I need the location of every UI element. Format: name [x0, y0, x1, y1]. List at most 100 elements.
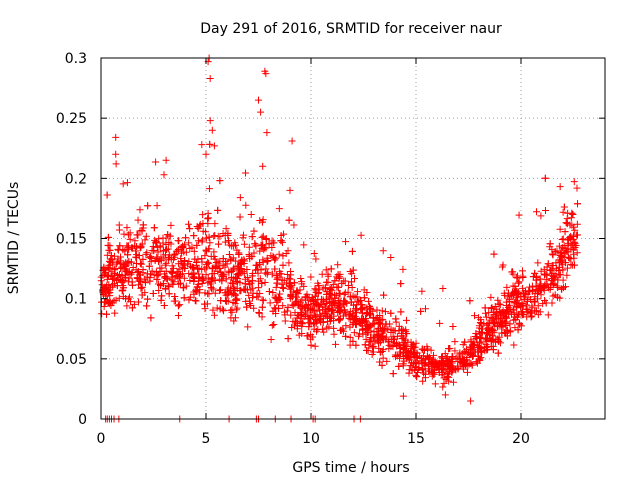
data-point — [275, 250, 283, 258]
data-point — [193, 283, 201, 291]
data-point — [199, 273, 207, 281]
data-point — [259, 296, 267, 304]
y-tick-labels: 0 0.05 0.1 0.15 0.2 0.25 0.3 — [56, 51, 87, 428]
y-tick-label: 0.1 — [65, 292, 87, 308]
data-point — [286, 280, 294, 288]
data-point — [389, 370, 397, 378]
data-point — [285, 274, 293, 282]
data-point — [549, 281, 557, 289]
data-point — [228, 242, 236, 250]
data-point — [489, 346, 497, 354]
data-point — [204, 215, 212, 223]
data-point — [225, 251, 233, 259]
data-point — [390, 335, 398, 343]
data-point — [417, 307, 425, 315]
data-point — [419, 377, 427, 385]
data-point — [190, 232, 198, 240]
data-point — [216, 264, 224, 272]
data-point — [300, 241, 308, 249]
data-point — [216, 305, 224, 313]
data-point — [563, 264, 571, 272]
data-point — [402, 351, 410, 359]
data-point — [351, 305, 359, 313]
data-point — [199, 236, 207, 244]
data-point — [100, 270, 108, 278]
data-point — [487, 337, 495, 345]
data-point — [232, 257, 240, 265]
data-point — [548, 299, 556, 307]
data-point — [443, 360, 451, 368]
data-point — [311, 342, 319, 350]
data-point — [202, 228, 210, 236]
data-point — [217, 286, 224, 294]
data-point — [573, 231, 581, 239]
data-point — [298, 280, 306, 288]
data-point — [168, 269, 176, 277]
data-point — [514, 326, 522, 334]
data-point — [563, 248, 571, 256]
data-point — [103, 310, 111, 318]
data-point — [463, 368, 471, 376]
data-point — [299, 302, 307, 310]
data-point — [156, 243, 164, 251]
data-point — [273, 298, 281, 306]
data-point — [205, 185, 213, 193]
data-point — [208, 274, 216, 282]
data-point — [248, 294, 256, 302]
data-point — [420, 360, 428, 368]
data-point — [271, 265, 279, 273]
data-point — [150, 224, 158, 232]
grid-lines — [101, 58, 605, 419]
data-point — [164, 282, 172, 290]
data-point — [467, 359, 475, 367]
data-point — [478, 328, 486, 336]
data-point — [190, 247, 198, 255]
data-point — [395, 327, 403, 335]
data-point — [373, 306, 381, 314]
data-point — [232, 277, 240, 285]
data-point — [327, 314, 335, 322]
data-point — [412, 371, 420, 379]
data-point — [222, 275, 230, 283]
data-point — [246, 297, 254, 305]
data-point — [569, 236, 577, 244]
data-point — [351, 274, 359, 282]
data-point — [429, 359, 437, 367]
data-point — [132, 253, 140, 261]
data-point — [507, 291, 515, 299]
data-point — [150, 247, 158, 255]
data-point — [263, 257, 271, 265]
data-point — [351, 293, 359, 301]
data-point — [430, 363, 438, 371]
data-point — [375, 334, 383, 342]
data-point — [154, 248, 162, 256]
data-point — [494, 349, 502, 357]
data-point — [191, 255, 199, 263]
data-point — [471, 348, 479, 356]
data-point — [198, 238, 206, 246]
data-point — [366, 304, 374, 312]
data-point — [270, 239, 278, 247]
data-point — [325, 289, 333, 297]
data-point — [330, 330, 338, 338]
data-point — [248, 233, 256, 241]
x-tick-label: 0 — [97, 431, 106, 447]
data-point — [573, 249, 581, 257]
data-point — [174, 312, 182, 320]
data-point — [573, 220, 581, 228]
data-point — [245, 291, 253, 299]
data-point — [570, 254, 578, 262]
data-point — [138, 291, 146, 299]
data-point — [134, 268, 142, 276]
data-point — [327, 265, 335, 273]
data-point — [334, 299, 342, 307]
data-point — [330, 324, 338, 332]
data-point — [503, 283, 511, 291]
data-point — [334, 271, 342, 279]
data-point — [270, 320, 278, 328]
data-point — [505, 295, 513, 303]
data-point — [445, 345, 453, 353]
data-point — [496, 339, 504, 347]
data-point — [209, 306, 217, 314]
data-point — [253, 289, 261, 297]
